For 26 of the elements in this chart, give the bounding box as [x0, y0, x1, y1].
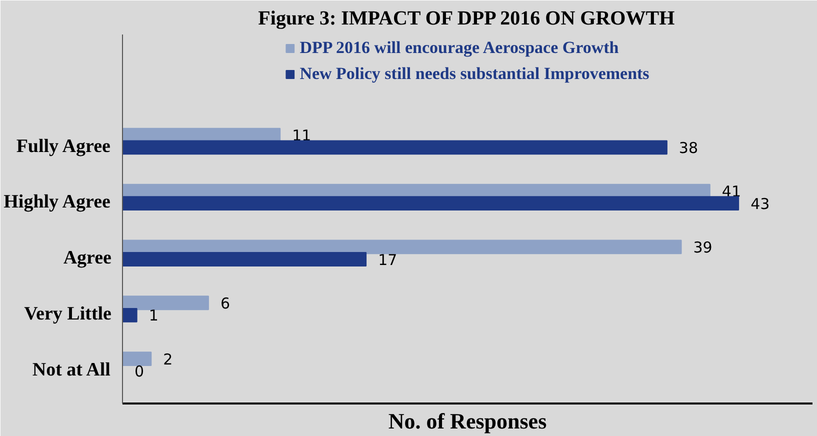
bar	[122, 252, 367, 266]
y-tick-label: Agree	[63, 248, 112, 269]
data-label: 39	[693, 238, 712, 256]
legend-label: New Policy still needs substantial Improvements	[300, 64, 650, 84]
data-label: 38	[678, 138, 698, 157]
data-label: 17	[378, 250, 398, 269]
data-label: 0	[134, 362, 144, 381]
data-label: 43	[750, 194, 770, 213]
data-label: 41	[722, 182, 742, 201]
y-tick-label: Highly Agree	[4, 192, 110, 213]
y-tick-label: Not at All	[32, 359, 110, 380]
bar	[122, 308, 138, 322]
bar	[122, 140, 668, 155]
x-axis-title: No. of Responses	[388, 408, 548, 434]
data-label: 2	[163, 350, 173, 368]
data-label: 6	[220, 294, 230, 312]
bar	[122, 296, 209, 310]
legend-label: DPP 2016 will encourage Aerospace Growth	[300, 38, 619, 58]
data-label: 11	[292, 126, 312, 145]
data-label: 1	[148, 306, 158, 325]
y-tick-label: Very Little	[24, 304, 112, 325]
bar	[122, 196, 740, 211]
bar	[122, 352, 152, 366]
y-tick-label: Fully Agree	[16, 136, 110, 157]
bar	[122, 240, 682, 254]
chart-title: Figure 3: IMPACT OF DPP 2016 ON GROWTH	[258, 8, 676, 30]
